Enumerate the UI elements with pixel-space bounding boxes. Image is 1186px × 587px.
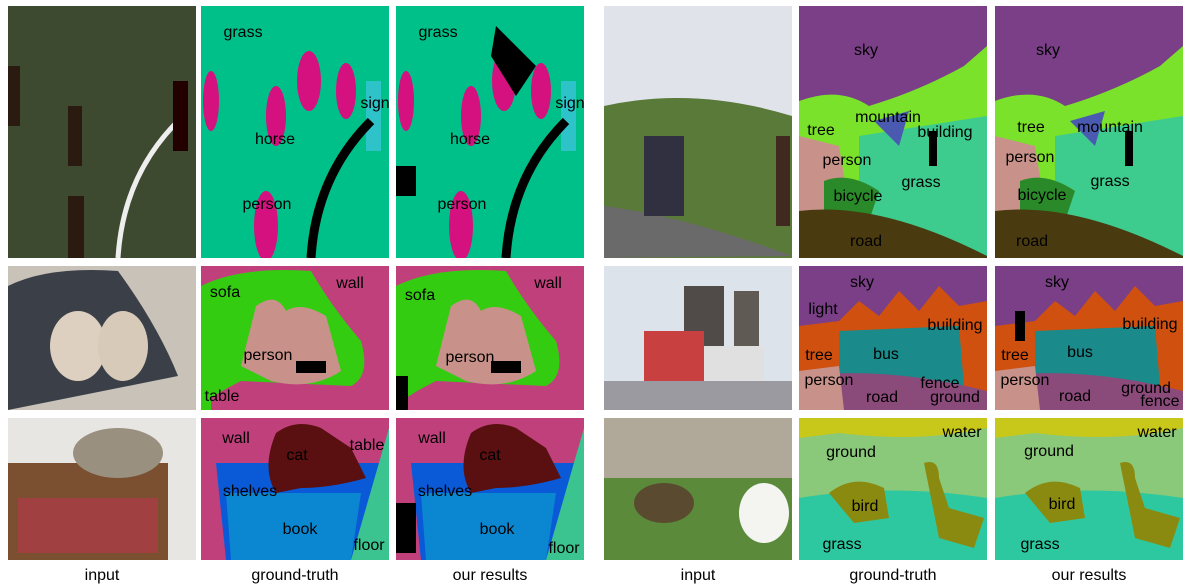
segment-label: horse — [450, 131, 490, 148]
segment-label: mountain — [1077, 119, 1143, 136]
column-caption: input — [85, 567, 120, 584]
segment-label: grass — [1020, 536, 1059, 553]
segment-label: road — [1059, 388, 1091, 405]
segment-label: road — [1016, 233, 1048, 250]
segment-label: bicycle — [834, 188, 883, 205]
segment-label: light — [808, 301, 838, 318]
segment-label: tree — [1017, 119, 1045, 136]
segment-label: sky — [850, 274, 874, 291]
segment-label: ground — [1024, 443, 1074, 460]
segment-label: sky — [1045, 274, 1069, 291]
segment-label: road — [866, 389, 898, 406]
segment-label: cat — [479, 447, 501, 464]
segment-label: wall — [417, 430, 446, 447]
segment-label: sofa — [210, 284, 240, 301]
segment-label: water — [1136, 424, 1177, 441]
segment-label: table — [205, 388, 240, 405]
segment-label: person — [823, 152, 872, 169]
segment-label: building — [1122, 316, 1177, 333]
segment-label: book — [480, 521, 516, 538]
segment-label: person — [1006, 149, 1055, 166]
input-image — [8, 418, 196, 560]
segment-label: sign — [360, 95, 389, 112]
segment-label: building — [927, 317, 982, 334]
segment-label: ground — [826, 444, 876, 461]
input-image — [8, 6, 196, 258]
column-caption: ground-truth — [251, 567, 338, 584]
segment-label: sofa — [405, 287, 435, 304]
segment-label: bird — [1049, 496, 1076, 513]
segment-label: grass — [418, 24, 457, 41]
column-caption: input — [681, 567, 716, 584]
segment-label: floor — [548, 540, 580, 557]
segment-label: shelves — [223, 483, 277, 500]
segment-label: cat — [286, 447, 308, 464]
column-caption: our results — [1052, 567, 1127, 584]
segment-label: person — [446, 349, 495, 366]
segment-label: road — [850, 233, 882, 250]
segment-label: person — [805, 372, 854, 389]
input-image — [604, 266, 792, 410]
column-caption: our results — [453, 567, 528, 584]
segment-label: horse — [255, 131, 295, 148]
segment-label: grass — [223, 24, 262, 41]
segment-label: shelves — [418, 483, 472, 500]
segment-label: mountain — [855, 109, 921, 126]
segment-label: grass — [901, 174, 940, 191]
segment-label: fence — [1140, 393, 1179, 410]
segment-label: sky — [1036, 42, 1060, 59]
segment-label: table — [350, 437, 385, 454]
segment-label: bird — [852, 498, 879, 515]
segment-label: wall — [533, 275, 562, 292]
segment-label: wall — [335, 275, 364, 292]
segment-label: sky — [854, 42, 878, 59]
segment-label: person — [1001, 372, 1050, 389]
figure: grass horse sign person grass horse sign person… — [0, 0, 1186, 587]
segment-label: tree — [805, 347, 833, 364]
input-image — [8, 266, 196, 410]
segment-label: bus — [873, 346, 899, 363]
segment-label: person — [438, 196, 487, 213]
segment-label: wall — [221, 430, 250, 447]
segment-label: water — [941, 424, 982, 441]
image-grid — [8, 6, 1183, 560]
segment-label: sign — [555, 95, 584, 112]
segment-label: ground — [930, 389, 980, 406]
segment-label: grass — [1090, 173, 1129, 190]
segment-label: grass — [822, 536, 861, 553]
column-caption: ground-truth — [849, 567, 936, 584]
segment-label: floor — [353, 537, 385, 554]
input-image — [604, 418, 792, 560]
segment-label: bus — [1067, 344, 1093, 361]
segment-label: tree — [1001, 347, 1029, 364]
segment-label: tree — [807, 122, 835, 139]
segment-label: building — [917, 124, 972, 141]
input-image — [604, 6, 792, 258]
segment-label: person — [243, 196, 292, 213]
segment-label: bicycle — [1018, 187, 1067, 204]
segment-label: book — [283, 521, 319, 538]
segment-label: person — [244, 347, 293, 364]
